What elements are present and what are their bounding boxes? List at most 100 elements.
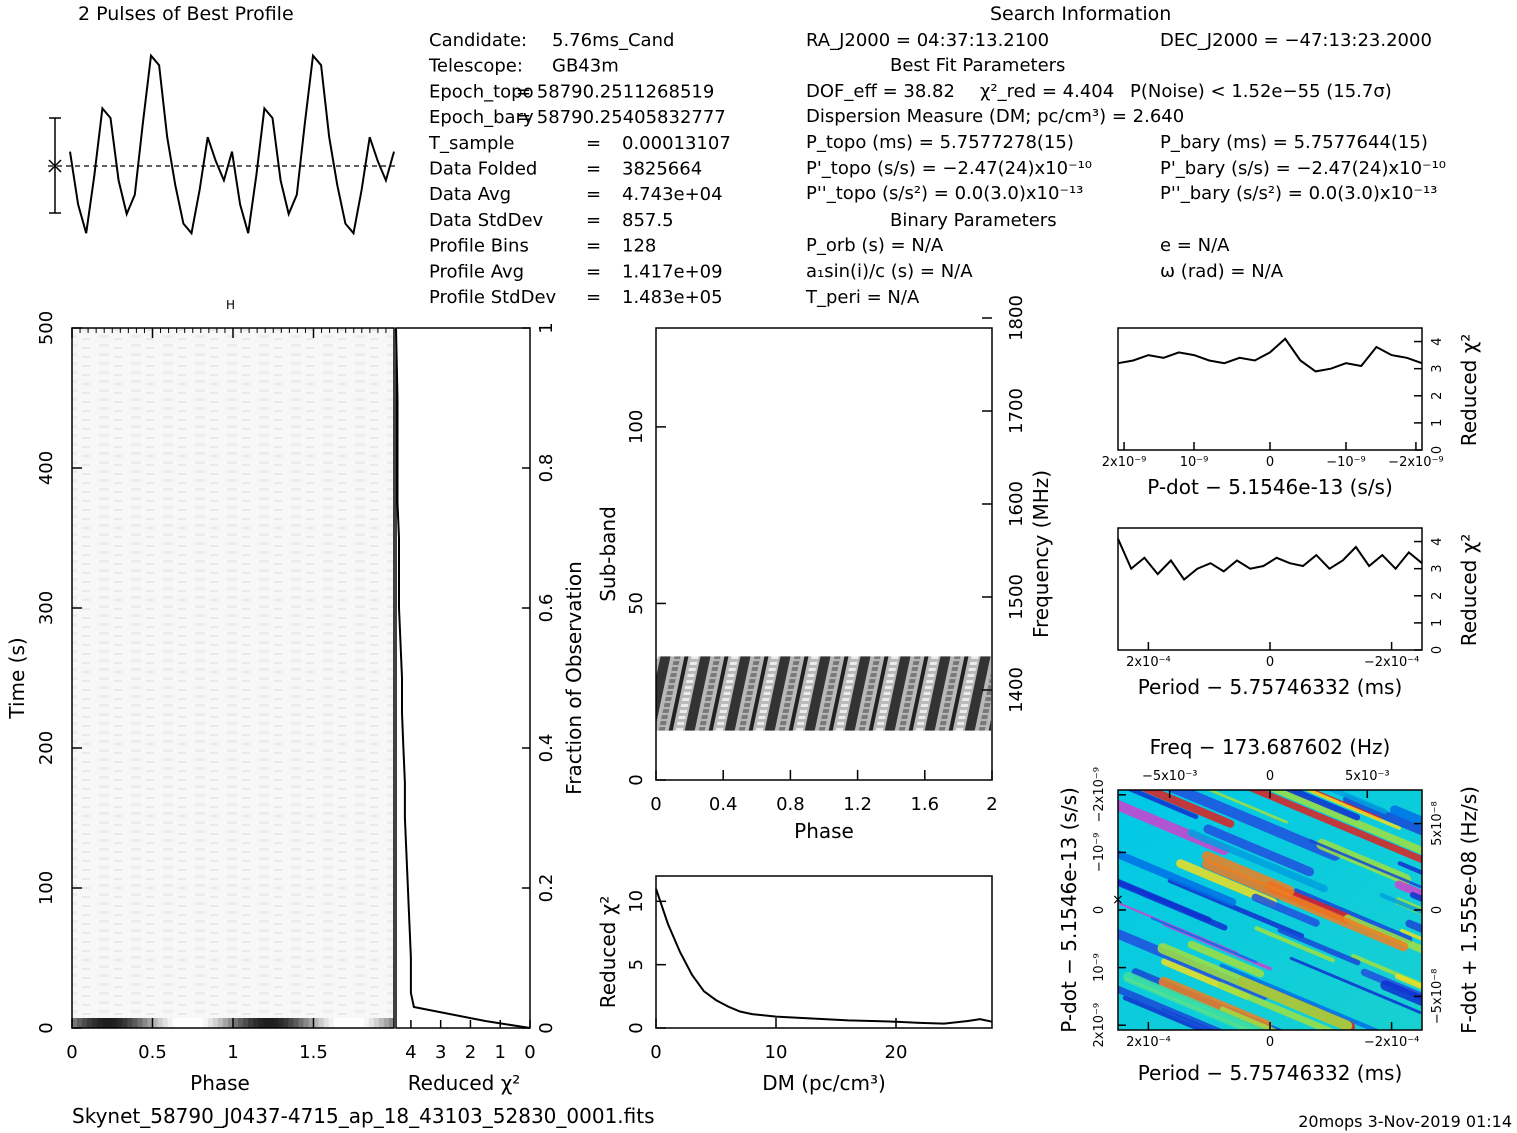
small-ytick: 3 bbox=[1430, 565, 1445, 573]
frequency-ytick: 1800 bbox=[1006, 295, 1027, 341]
pp-streak bbox=[1289, 956, 1422, 1014]
footer-stamp: 20mops 3-Nov-2019 01:14 bbox=[1298, 1112, 1512, 1131]
fraction-ytick: 0.2 bbox=[536, 874, 557, 903]
pdot-bary: P'_bary (s/s) = −2.47(24)x10⁻¹⁰ bbox=[1160, 158, 1446, 179]
info-left: Candidate: 5.76ms_Cand Telescope: GB43m Epoc… bbox=[428, 30, 731, 308]
pp-dot-plane: 2x10⁻⁴ 0 −2x10⁻⁴ −5x10⁻³ 0 5x10⁻³ 2x10⁻⁹ 10⁻⁹ 0 −… bbox=[1057, 735, 1517, 1114]
period-ylabel: Reduced χ² bbox=[1457, 534, 1481, 647]
pp-xtick: −2x10⁻⁴ bbox=[1364, 1035, 1419, 1050]
time-phase-cell bbox=[248, 1018, 254, 1028]
pp-streak bbox=[1187, 829, 1328, 893]
time-phase-cell bbox=[348, 1018, 355, 1028]
period-chi2-plot: 2x10⁻⁴ 0 −2x10⁻⁴ 0 1 2 3 4 Period − 5.75746332 … bbox=[1117, 527, 1481, 699]
dm-chi2-line bbox=[655, 888, 993, 1025]
small-ytick: 1 bbox=[1430, 619, 1445, 627]
small-xtick: 10⁻⁹ bbox=[1180, 455, 1209, 470]
info-eq: = bbox=[586, 210, 601, 231]
pp-right-tick: 0 bbox=[1430, 906, 1445, 914]
pp-streak bbox=[1397, 861, 1422, 875]
pp-streak bbox=[1394, 880, 1422, 899]
chi2-xtick: 4 bbox=[405, 1042, 416, 1063]
pp-streak bbox=[1118, 985, 1225, 1030]
small-ytick: 0 bbox=[1430, 446, 1445, 454]
pp-streak bbox=[1139, 790, 1235, 828]
small-xtick: 0 bbox=[1266, 655, 1274, 670]
info-label: Telescope: bbox=[428, 56, 523, 77]
info-label: T_sample bbox=[428, 133, 514, 154]
chi2-red: χ²_red = 4.404 bbox=[980, 81, 1114, 102]
p-noise: P(Noise) < 1.52e−55 (15.7σ) bbox=[1130, 81, 1392, 102]
time-phase-cell bbox=[303, 1018, 309, 1028]
fraction-ytick: 1 bbox=[536, 322, 557, 333]
info-value: 1.483e+05 bbox=[622, 287, 723, 308]
pp-right-tick: −5x10⁻⁸ bbox=[1430, 969, 1445, 1024]
pp-streak bbox=[1429, 1038, 1517, 1114]
time-phase-cell bbox=[343, 1018, 350, 1028]
info-label: Profile Bins bbox=[429, 236, 529, 257]
pdot-xlabel: P-dot − 5.1546e-13 (s/s) bbox=[1147, 475, 1393, 499]
time-phase-xtick: 1 bbox=[227, 1042, 238, 1063]
subband-frame bbox=[655, 327, 993, 781]
time-phase-cell bbox=[363, 1018, 370, 1028]
pp-streak bbox=[1343, 795, 1422, 836]
time-phase-marker: H bbox=[226, 298, 235, 312]
info-value: 5.76ms_Cand bbox=[552, 30, 674, 51]
frequency-ytick: 1700 bbox=[1006, 388, 1027, 434]
profile-title: 2 Pulses of Best Profile bbox=[78, 3, 294, 25]
footer-filename: Skynet_58790_J0437-4715_ap_18_43103_5283… bbox=[72, 1104, 655, 1128]
info-label: Epoch_bary bbox=[429, 107, 534, 128]
dm-ytick: 0 bbox=[626, 1022, 647, 1033]
dm-ylabel: Reduced χ² bbox=[596, 896, 620, 1009]
time-phase-cell bbox=[202, 1018, 209, 1028]
fraction-ytick: 0.6 bbox=[536, 594, 557, 623]
freq-top-label: Freq − 173.687602 (Hz) bbox=[1150, 735, 1391, 759]
time-phase-cell bbox=[238, 1018, 244, 1028]
info-eq: = bbox=[586, 287, 601, 308]
pp-ytick: 2x10⁻⁹ bbox=[1092, 1003, 1107, 1048]
time-phase-cell bbox=[187, 1018, 194, 1028]
pp-streak bbox=[1118, 878, 1212, 923]
info-mid: RA_J2000 = 04:37:13.2100 DOF_eff = 38.82… bbox=[805, 30, 1392, 308]
info-value: 0.00013107 bbox=[622, 133, 731, 154]
fraction-ytick: 0.4 bbox=[536, 734, 557, 763]
pp-ytick: −2x10⁻⁹ bbox=[1092, 767, 1107, 822]
info-eq: = bbox=[586, 261, 601, 282]
time-ylabel: Time (s) bbox=[5, 637, 29, 719]
pp-streak bbox=[1219, 963, 1381, 1030]
time-phase-xtick: 1.5 bbox=[299, 1042, 328, 1063]
subband-image bbox=[656, 656, 991, 731]
time-phase-cell bbox=[273, 1018, 279, 1028]
time-ytick: 100 bbox=[36, 871, 57, 905]
dm-xtick: 10 bbox=[765, 1042, 788, 1063]
small-ytick: 2 bbox=[1430, 392, 1445, 400]
pp-streak bbox=[1379, 893, 1422, 915]
info-label: Profile StdDev bbox=[429, 287, 557, 308]
time-ytick: 400 bbox=[36, 451, 57, 485]
info-value: GB43m bbox=[552, 56, 619, 77]
info-value: = 58790.2511268519 bbox=[516, 81, 714, 102]
subband-xtick: 0 bbox=[650, 794, 661, 815]
small-ytick: 2 bbox=[1430, 592, 1445, 600]
info-eq: = bbox=[586, 236, 601, 257]
dm-chi2-plot: 0 10 20 0 5 10 DM (pc/cm³) Reduced χ² bbox=[596, 875, 993, 1095]
dm-chi2-frame bbox=[655, 875, 993, 1029]
fraction-ytick: 0.8 bbox=[536, 454, 557, 483]
pp-streak bbox=[1157, 943, 1353, 1030]
subband-xtick: 1.2 bbox=[843, 794, 872, 815]
pp-streak bbox=[1122, 971, 1268, 1030]
time-chi2-frame bbox=[395, 327, 531, 1029]
time-phase-cell bbox=[333, 1018, 340, 1028]
time-phase-cell bbox=[122, 1018, 128, 1028]
time-chi2-plot: 4 3 2 1 000.20.40.60.81 Reduced χ² Fraction … bbox=[395, 322, 586, 1095]
time-phase-cell bbox=[293, 1018, 299, 1028]
best-fit-title: Best Fit Parameters bbox=[890, 55, 1065, 76]
pp-streak bbox=[1389, 805, 1422, 827]
time-phase-xtick: 0 bbox=[66, 1042, 77, 1063]
pp-xtick: 0 bbox=[1266, 1035, 1274, 1050]
pp-streak bbox=[1122, 995, 1207, 1030]
time-phase-cell bbox=[389, 1018, 395, 1028]
small-xtick: −2x10⁻⁴ bbox=[1364, 655, 1419, 670]
info-label: Epoch_topo bbox=[429, 81, 534, 102]
time-phase-cell bbox=[102, 1018, 108, 1028]
